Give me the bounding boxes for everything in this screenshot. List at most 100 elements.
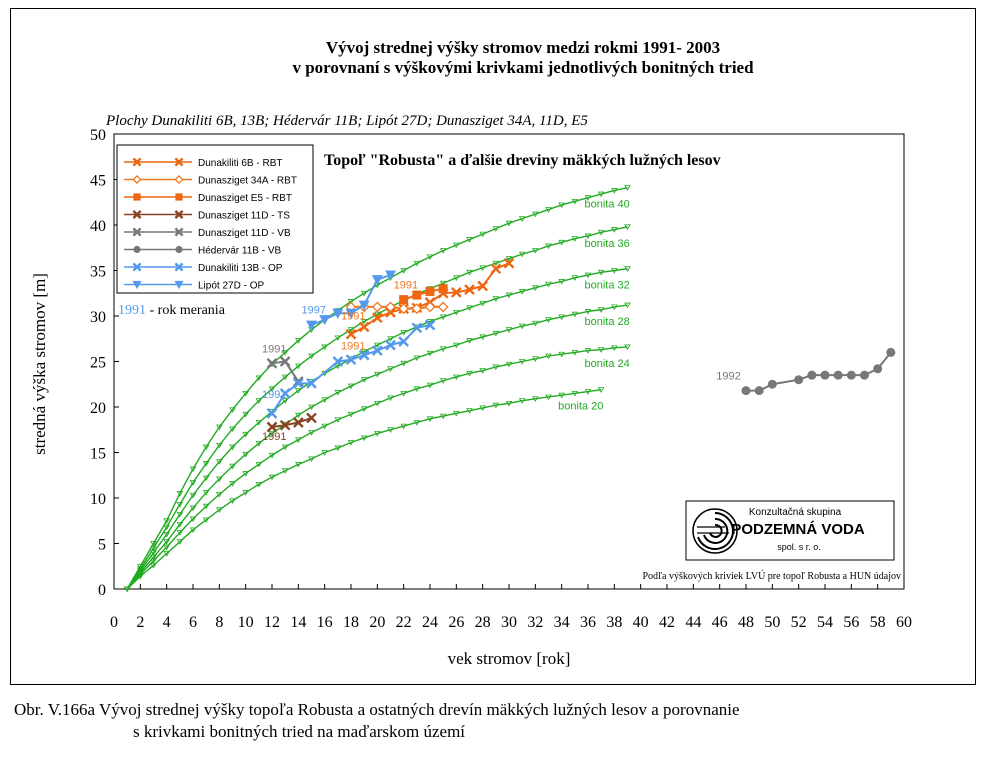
y-tick-label: 40 xyxy=(90,218,106,235)
x-tick-label: 36 xyxy=(580,614,596,631)
square-marker xyxy=(412,290,422,300)
bonita-point xyxy=(413,355,421,362)
bonita-point xyxy=(505,220,513,227)
bonita-point xyxy=(268,474,276,481)
bonita-point xyxy=(334,390,342,396)
bonita-point xyxy=(321,450,328,456)
x-marker xyxy=(132,157,142,167)
bonita-point xyxy=(189,516,197,523)
circle-marker xyxy=(820,370,830,380)
x-tick-label: 22 xyxy=(396,614,412,631)
circle-marker xyxy=(860,370,869,380)
bonita-point xyxy=(597,387,605,393)
bonita-label: bonita 32 xyxy=(585,280,630,292)
bonita-point xyxy=(492,402,500,409)
bonita-point xyxy=(321,397,328,403)
x-tick-label: 10 xyxy=(238,614,254,631)
bonita-point xyxy=(518,289,526,295)
bonita-point xyxy=(453,309,460,316)
bonita-point xyxy=(216,476,223,483)
bonita-point xyxy=(189,505,197,512)
legend-note-text: - rok merania xyxy=(146,303,226,318)
circle-marker xyxy=(846,370,856,380)
x-marker xyxy=(385,307,396,318)
x-tick-label: 12 xyxy=(264,614,280,631)
bonita-point xyxy=(387,395,394,402)
bonita-point xyxy=(202,490,210,496)
bonita-point xyxy=(624,266,631,272)
bonita-point xyxy=(400,329,407,336)
bonita-point xyxy=(360,377,368,383)
y-tick-label: 20 xyxy=(90,400,106,417)
legend-label: Dunasziget 34A - RBT xyxy=(198,176,297,187)
logo-line1: Konzultačná skupina xyxy=(749,507,842,518)
bonita-point xyxy=(597,307,605,313)
diamond-marker xyxy=(424,301,436,313)
series-line xyxy=(746,351,892,392)
year-annotation: 1991 xyxy=(262,343,286,355)
year-annotation: 1991 xyxy=(262,431,286,443)
bonita-point xyxy=(242,390,249,397)
bonita-point xyxy=(281,444,289,451)
legend-label: Dunasziget E5 - RBT xyxy=(198,193,292,204)
x-marker xyxy=(358,349,370,361)
bonita-point xyxy=(597,269,605,276)
bonita-point xyxy=(479,231,486,238)
x-marker xyxy=(503,257,515,269)
bonita-point xyxy=(295,388,302,394)
bonita-point xyxy=(202,517,210,524)
x-tick-label: 42 xyxy=(659,614,675,631)
x-marker xyxy=(345,354,357,366)
circle-marker xyxy=(807,370,817,380)
y-tick-label: 15 xyxy=(90,446,106,463)
x-marker xyxy=(279,419,291,431)
bonita-point xyxy=(123,586,131,593)
bonita-point xyxy=(545,207,552,213)
x-tick-label: 0 xyxy=(110,614,118,631)
bonita-curve xyxy=(126,346,628,590)
y-tick-label: 10 xyxy=(90,491,106,508)
x-tick-label: 56 xyxy=(843,614,859,631)
year-annotation: 1992 xyxy=(716,371,740,383)
x-marker xyxy=(490,263,502,275)
x-tick-label: 30 xyxy=(501,614,517,631)
bonita-point xyxy=(426,416,434,423)
bonita-point xyxy=(216,442,223,449)
bonita-point xyxy=(150,554,157,561)
bonita-point xyxy=(242,431,249,438)
chart-title: Vývoj strednej výšky stromov medzi rokmi… xyxy=(326,38,720,57)
square-marker xyxy=(399,295,409,305)
height-chart: Vývoj strednej výšky stromov medzi rokmi… xyxy=(30,38,912,668)
bonita-point xyxy=(453,410,460,417)
bonita-point xyxy=(518,359,526,365)
bonita-point xyxy=(255,481,263,488)
bonita-point xyxy=(584,233,592,240)
bonita-point xyxy=(189,492,197,499)
x-tick-label: 18 xyxy=(343,614,359,631)
bonita-point xyxy=(426,319,434,325)
x-marker xyxy=(174,262,184,272)
panel-title: Topoľ "Robusta" a ďalšie dreviny mäkkých… xyxy=(324,152,721,169)
bonita-point xyxy=(150,541,157,547)
x-marker xyxy=(345,328,357,340)
bonita-point xyxy=(532,320,539,327)
bonita-point xyxy=(242,411,249,418)
bonita-point xyxy=(334,335,342,342)
bonita-point xyxy=(466,269,473,276)
bonita-point xyxy=(150,550,157,556)
x-tick-label: 2 xyxy=(136,614,144,631)
year-annotation: 1997 xyxy=(302,304,326,316)
bonita-point xyxy=(518,251,526,258)
bonita-point xyxy=(360,349,368,355)
bonita-point xyxy=(571,275,579,281)
bonita-point xyxy=(439,378,447,384)
bonita-point xyxy=(611,304,618,311)
bonita-point xyxy=(518,216,526,222)
bonita-point xyxy=(558,392,565,399)
x-marker xyxy=(371,312,383,324)
diamond-marker xyxy=(437,301,449,313)
bonita-point xyxy=(295,461,302,468)
bonita-point xyxy=(466,305,473,311)
x-marker xyxy=(306,377,317,389)
legend: Dunakiliti 6B - RBT Dunasziget 34A - RBT D… xyxy=(116,144,314,294)
